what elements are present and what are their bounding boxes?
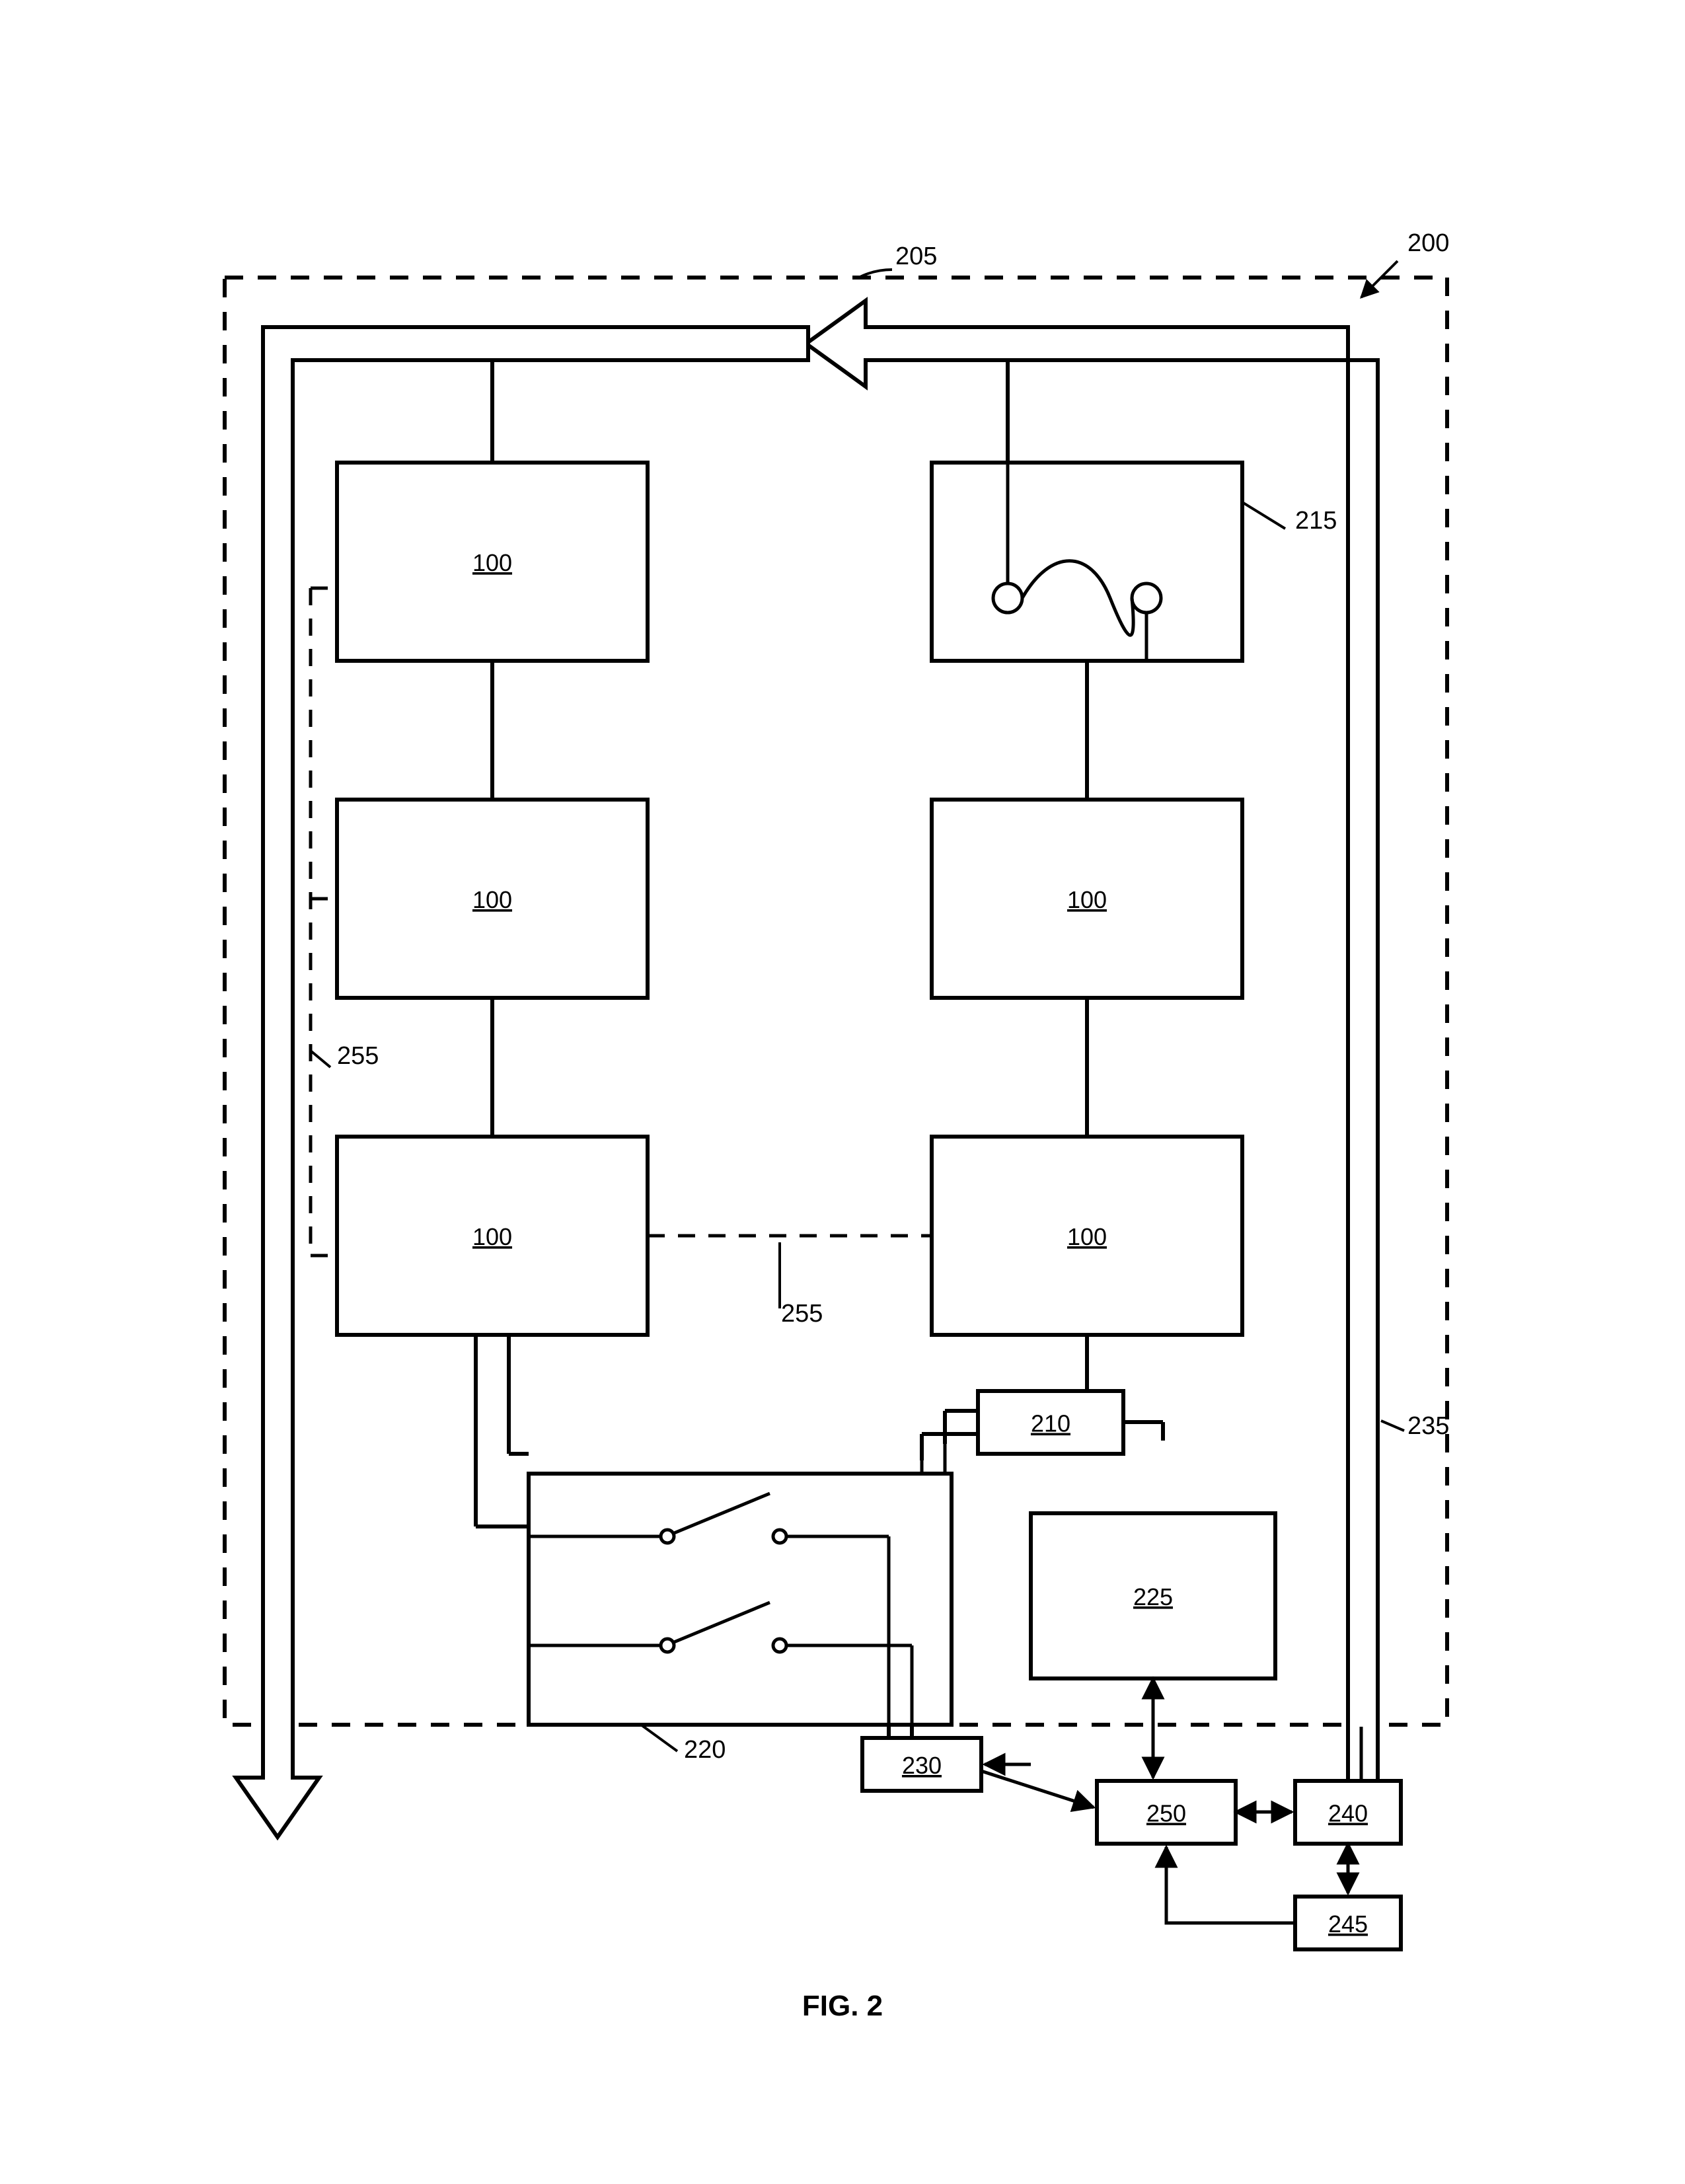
box-source — [932, 463, 1242, 661]
label-b225: 225 — [1133, 1583, 1173, 1610]
patent-figure: 100 100 100 100 100 210 225 230 250 240 245 200 205 2… — [0, 0, 1685, 2181]
label-b245: 245 — [1328, 1910, 1368, 1938]
label-b240: 240 — [1328, 1800, 1368, 1827]
callout-220: 220 — [684, 1736, 726, 1764]
label-b100_ml: 100 — [472, 886, 512, 913]
label-b250: 250 — [1146, 1800, 1186, 1827]
label-b100_tl: 100 — [472, 549, 512, 576]
callout-205: 205 — [895, 243, 937, 270]
callout-235: 235 — [1407, 1412, 1449, 1440]
label-b100_bl: 100 — [472, 1223, 512, 1250]
callout-255a: 255 — [337, 1042, 379, 1070]
figure-caption: FIG. 2 — [802, 1990, 883, 2022]
callout-255b: 255 — [781, 1300, 823, 1328]
label-b100_mr: 100 — [1067, 886, 1107, 913]
label-b100_br: 100 — [1067, 1223, 1107, 1250]
label-b210: 210 — [1031, 1410, 1070, 1437]
callout-215: 215 — [1295, 507, 1337, 535]
callout-200: 200 — [1407, 229, 1449, 257]
label-b230: 230 — [902, 1752, 942, 1779]
